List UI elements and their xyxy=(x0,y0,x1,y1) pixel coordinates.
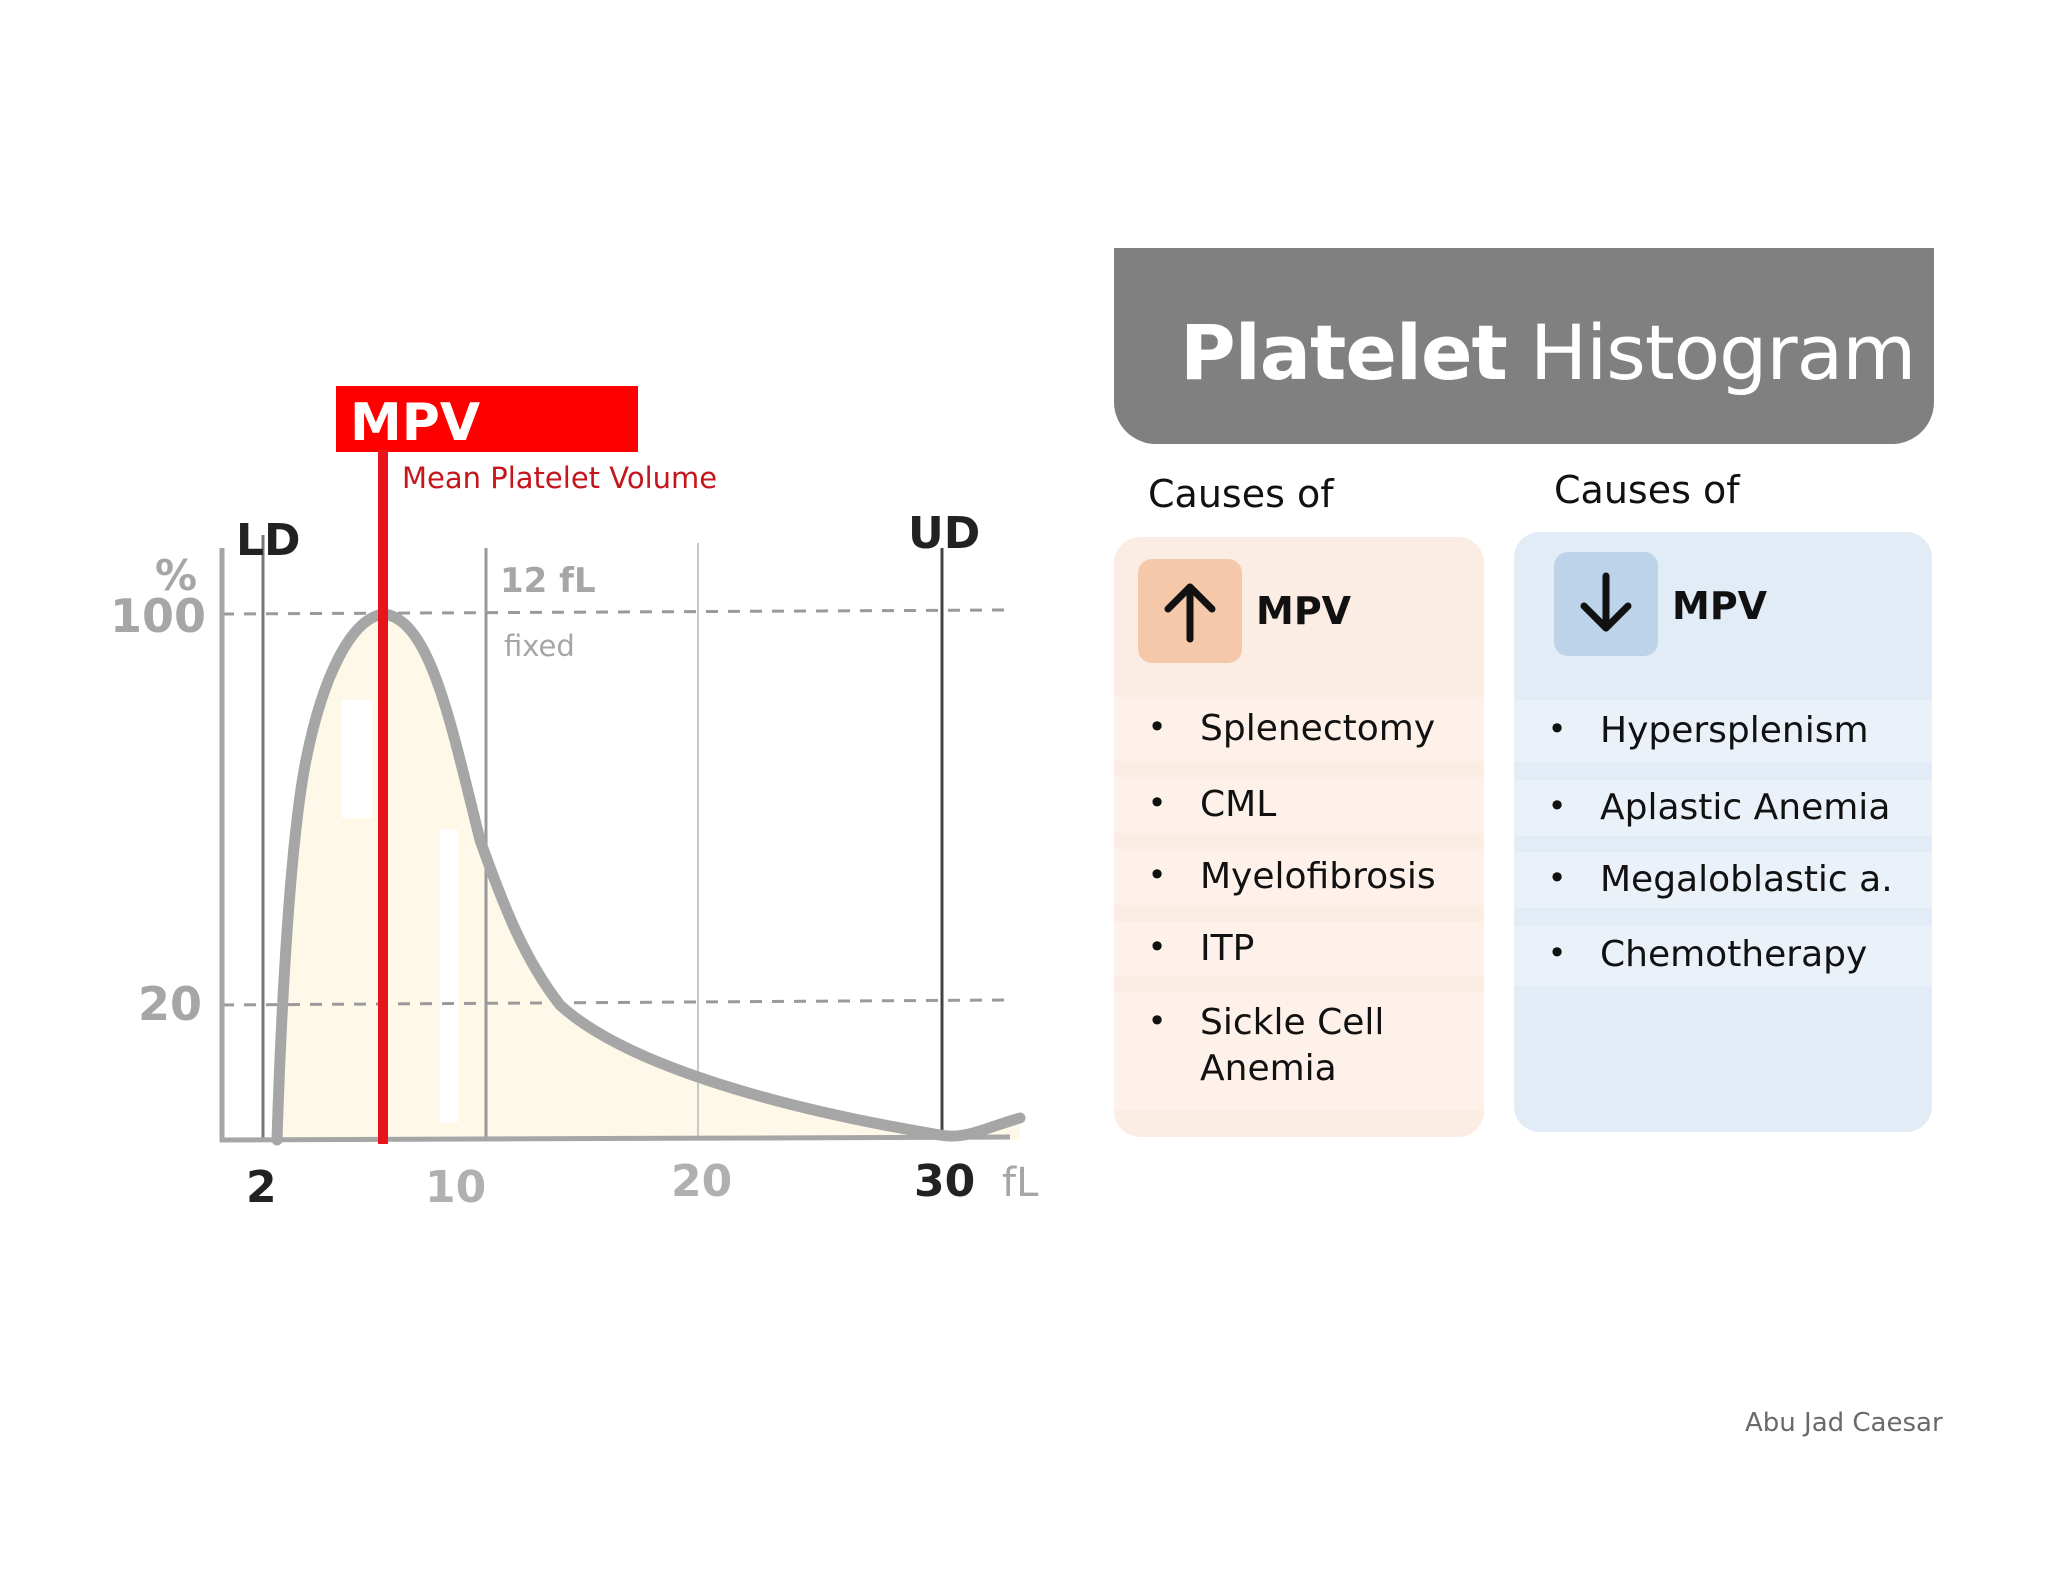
list-item-text: Sickle Cell Anemia xyxy=(1200,1002,1385,1089)
decrease-label: MPV xyxy=(1672,584,1768,628)
list-item: • Myelofibrosis xyxy=(1114,849,1484,905)
list-item-text: Chemotherapy xyxy=(1600,934,1868,975)
list-item-text: Aplastic Anemia xyxy=(1600,787,1891,828)
y-tick-20: 20 xyxy=(138,977,202,1031)
x-axis xyxy=(219,1134,1011,1143)
author-credit: Abu Jad Caesar xyxy=(1745,1408,1943,1438)
ud-label: UD xyxy=(908,508,980,559)
list-item: • Aplastic Anemia xyxy=(1514,780,1932,836)
decorative-bar xyxy=(440,830,458,1122)
distribution-curve xyxy=(271,608,1026,1146)
bullet-icon: • xyxy=(1147,784,1167,822)
curve-fill xyxy=(277,614,1020,1140)
list-item-text: Myelofibrosis xyxy=(1200,856,1436,897)
title-bar: Platelet Histogram xyxy=(1114,248,1934,444)
increase-heading: Causes of xyxy=(1148,472,1334,516)
list-item: • ITP xyxy=(1114,922,1484,976)
bullet-icon: • xyxy=(1547,859,1567,897)
title-light: Histogram xyxy=(1530,308,1916,397)
decrease-panel: MPV • Hypersplenism • Aplastic Anemia • … xyxy=(1514,532,1932,1132)
list-item: • Megaloblastic a. xyxy=(1514,852,1932,908)
arrow-down-icon xyxy=(1554,552,1658,656)
x-tick-10: 10 xyxy=(425,1162,486,1213)
bullet-icon: • xyxy=(1547,787,1567,825)
bullet-icon: • xyxy=(1147,1002,1167,1040)
decorative-bar xyxy=(342,700,372,818)
list-item-text: Hypersplenism xyxy=(1600,710,1869,751)
ref-line-100 xyxy=(221,608,1005,616)
y-tick-100: 100 xyxy=(110,589,206,643)
bullet-icon: • xyxy=(1147,928,1167,966)
ld-label: LD xyxy=(236,515,301,566)
bullet-icon: • xyxy=(1147,708,1167,746)
list-item-text: CML xyxy=(1200,784,1277,825)
x-tick-2: 2 xyxy=(246,1162,277,1213)
increase-panel: MPV • Splenectomy • CML • Myelofibrosis … xyxy=(1114,537,1484,1137)
mpv-line xyxy=(378,450,388,1144)
platelet-histogram-diagram: MPV Mean Platelet Volume LD UD 12 fL fix… xyxy=(110,386,1039,1213)
list-item-text: Splenectomy xyxy=(1200,708,1436,749)
list-item: • Chemotherapy xyxy=(1514,926,1932,986)
x-unit-label: fL xyxy=(1002,1160,1039,1206)
list-item-text: Megaloblastic a. xyxy=(1600,859,1893,900)
list-item-text: ITP xyxy=(1200,928,1255,969)
title-strong: Platelet xyxy=(1180,308,1508,397)
arrow-up-icon xyxy=(1138,559,1242,663)
mpv-badge xyxy=(336,386,638,452)
list-item: • Sickle Cell Anemia xyxy=(1114,992,1484,1110)
list-item: • CML xyxy=(1114,777,1484,833)
mpv-badge-label: MPV xyxy=(350,393,480,453)
page-title: Platelet Histogram xyxy=(1180,308,1916,397)
y-unit-label: % xyxy=(155,551,197,600)
fixed-value-label: 12 fL xyxy=(500,561,596,601)
bullet-icon: • xyxy=(1147,856,1167,894)
bullet-icon: • xyxy=(1547,710,1567,748)
x-tick-20: 20 xyxy=(671,1156,732,1207)
list-item: • Splenectomy xyxy=(1114,697,1484,761)
mpv-caption: Mean Platelet Volume xyxy=(402,461,717,495)
fixed-label: fixed xyxy=(504,629,575,663)
x-tick-30: 30 xyxy=(914,1156,975,1207)
list-item: • Hypersplenism xyxy=(1514,700,1932,762)
decrease-heading: Causes of xyxy=(1554,468,1740,512)
bullet-icon: • xyxy=(1547,934,1567,972)
increase-label: MPV xyxy=(1256,589,1352,633)
